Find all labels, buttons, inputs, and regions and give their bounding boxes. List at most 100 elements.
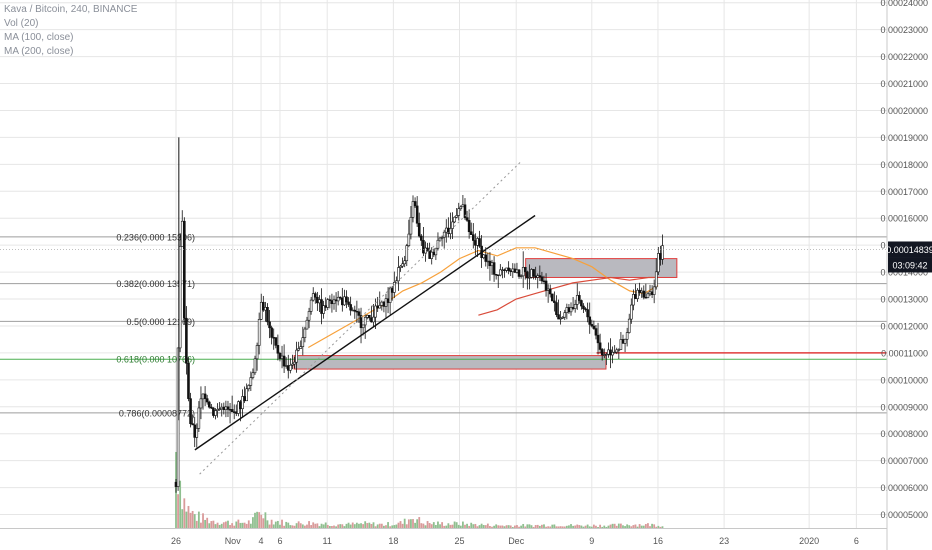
volume-bar xyxy=(586,524,589,528)
candle-body xyxy=(249,377,253,386)
candle-body xyxy=(451,221,454,229)
volume-bar xyxy=(451,524,454,528)
volume-bar xyxy=(343,526,346,528)
y-tick-label: 0.00005000 xyxy=(880,510,928,520)
candle-body xyxy=(218,408,221,410)
volume-bar xyxy=(522,523,525,528)
volume-bar xyxy=(653,524,656,528)
candle-body xyxy=(355,310,359,313)
candle-body xyxy=(542,280,546,283)
candle-body xyxy=(178,246,182,349)
volume-bar xyxy=(287,522,290,528)
candle-body xyxy=(623,338,627,344)
volume-bar xyxy=(482,525,485,528)
candle-body xyxy=(632,294,635,306)
candle-body xyxy=(407,233,411,246)
candle-body xyxy=(201,393,205,400)
volume-bar xyxy=(335,526,337,528)
candle-body xyxy=(567,307,571,313)
volume-bar xyxy=(659,526,662,528)
candle-body xyxy=(584,308,587,310)
volume-bar xyxy=(576,524,579,528)
volume-bar xyxy=(347,522,350,528)
volume-bar xyxy=(432,522,435,528)
candle-body xyxy=(349,304,352,311)
volume-bar xyxy=(387,522,389,528)
volume-bar xyxy=(331,526,333,528)
volume-bar xyxy=(318,526,321,528)
volume-bar xyxy=(212,520,215,528)
candle-body xyxy=(351,309,355,312)
volume-bar xyxy=(218,524,221,528)
candle-body xyxy=(428,249,431,259)
candle-body xyxy=(598,342,602,350)
candle-body xyxy=(602,354,606,356)
candle-body xyxy=(578,295,581,301)
volume-bar xyxy=(241,522,244,528)
candle-body xyxy=(650,291,654,295)
volume-bar xyxy=(634,524,637,528)
volume-bar xyxy=(570,524,572,528)
candle-body xyxy=(505,267,508,271)
volume-bar xyxy=(412,519,414,528)
volume-bar xyxy=(609,524,612,528)
candle-body xyxy=(415,205,419,224)
volume-bar xyxy=(268,524,271,528)
candle-body xyxy=(392,282,396,293)
candle-body xyxy=(580,300,583,307)
volume-bar xyxy=(632,525,635,528)
volume-bar xyxy=(195,520,198,528)
volume-bar xyxy=(353,524,356,528)
y-tick-label: 0.00014000 xyxy=(880,268,928,278)
volume-bar xyxy=(376,524,379,528)
candle-body xyxy=(266,307,269,323)
candle-body xyxy=(513,268,517,273)
candle-body xyxy=(334,299,338,302)
candle-body xyxy=(301,337,305,347)
candle-body xyxy=(648,291,652,295)
volume-bar xyxy=(555,526,558,528)
volume-bar xyxy=(495,524,498,528)
candle-body xyxy=(569,307,573,313)
countdown-text: 03:09:42 xyxy=(892,260,927,270)
volume-bar xyxy=(245,523,248,528)
volume-bar xyxy=(528,524,531,528)
time-axis[interactable]: 26 Nov 4 6 11 18 25 Dec 9 16 23 2020 6 xyxy=(0,528,887,547)
y-tick-label: 0.00013000 xyxy=(880,295,928,305)
volume-bar xyxy=(270,519,273,528)
volume-bar xyxy=(370,524,373,528)
candle-body xyxy=(210,406,213,409)
candle-body xyxy=(430,251,434,259)
volume-bar xyxy=(374,526,377,528)
x-tick-label: 6 xyxy=(854,536,859,546)
volume-bar xyxy=(364,521,367,528)
candle-body xyxy=(316,296,319,304)
candle-body xyxy=(378,305,382,309)
volume-bar xyxy=(649,526,651,528)
volume-bar xyxy=(262,518,265,528)
candle-body xyxy=(586,309,589,318)
volume-bar xyxy=(622,525,624,528)
volume-bar xyxy=(536,524,539,528)
volume-bar xyxy=(291,525,294,528)
candle-body xyxy=(613,351,616,354)
candle-body xyxy=(380,301,384,306)
volume-bar xyxy=(235,521,238,528)
volume-bar xyxy=(644,524,647,528)
volume-bar xyxy=(316,523,319,528)
candle-body xyxy=(625,332,629,340)
ascending-trendline xyxy=(194,214,536,451)
candle-body xyxy=(226,406,230,410)
volume-bar xyxy=(547,526,550,528)
volume-bar xyxy=(366,523,369,528)
volume-bar xyxy=(422,523,425,528)
candle-body xyxy=(636,289,639,299)
candle-body xyxy=(561,316,564,319)
candle-body xyxy=(424,247,427,254)
volume-bar xyxy=(584,525,587,528)
volume-bar xyxy=(607,525,610,528)
volume-bar xyxy=(183,498,186,528)
candle-body xyxy=(621,339,625,344)
